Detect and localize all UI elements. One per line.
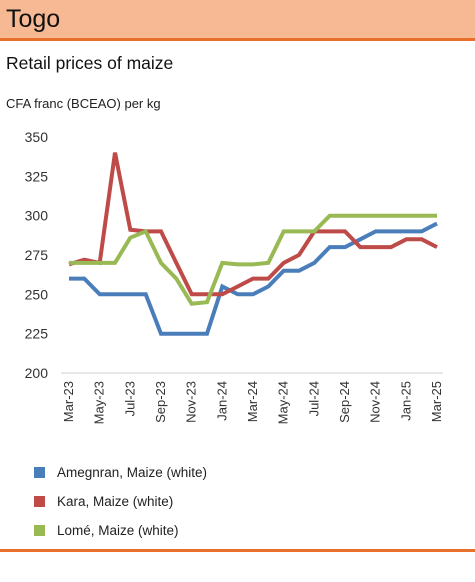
series-layer — [68, 152, 438, 336]
country-title: Togo — [6, 5, 61, 33]
series-line-1 — [68, 152, 438, 297]
x-tick-label: Nov-23 — [184, 381, 199, 423]
header-rule — [0, 38, 475, 41]
legend-swatch — [34, 467, 45, 478]
series-line-0 — [69, 221, 438, 336]
y-tick-label: 350 — [25, 129, 49, 145]
x-tick-label: Sep-24 — [337, 381, 352, 423]
x-tick-label: Sep-23 — [153, 381, 168, 423]
y-tick-label: 250 — [25, 286, 49, 302]
x-tick-label: Jul-24 — [306, 381, 321, 416]
x-tick-label: Mar-23 — [61, 381, 76, 422]
x-tick-label: Nov-24 — [368, 381, 383, 423]
footer-rule — [0, 549, 475, 552]
legend-item-kara: Kara, Maize (white) — [34, 487, 207, 516]
legend-item-lome: Lomé, Maize (white) — [34, 516, 207, 545]
x-tick-label: Mar-25 — [429, 381, 444, 422]
legend-label: Lomé, Maize (white) — [57, 523, 179, 538]
header-band — [0, 0, 475, 38]
x-tick-label: Jan-25 — [398, 381, 413, 421]
x-tick-label: Jul-23 — [122, 381, 137, 416]
legend-label: Kara, Maize (white) — [57, 494, 174, 509]
y-tick-label: 200 — [25, 365, 49, 381]
x-tick-label: Mar-24 — [245, 381, 260, 422]
series-line-2 — [69, 213, 437, 306]
x-tick-label: May-24 — [276, 381, 291, 424]
y-tick-label: 225 — [25, 326, 49, 342]
legend-swatch — [34, 525, 45, 536]
chart-title: Retail prices of maize — [6, 53, 174, 73]
y-tick-label: 275 — [25, 247, 49, 263]
y-tick-label: 300 — [25, 208, 49, 224]
y-tick-label: 325 — [25, 168, 49, 184]
x-axis-ticks: Mar-23 May-23 Jul-23 Sep-23 Nov-23 Jan-24 Mar-… — [61, 381, 444, 424]
x-tick-label: May-23 — [92, 381, 107, 424]
x-tick-label: Jan-24 — [214, 381, 229, 421]
legend-item-amegnran: Amegnran, Maize (white) — [34, 458, 207, 487]
y-axis-unit-label: CFA franc (BCEAO) per kg — [6, 96, 161, 111]
legend-label: Amegnran, Maize (white) — [57, 465, 208, 480]
legend: Amegnran, Maize (white) Kara, Maize (whi… — [34, 458, 207, 545]
y-axis-ticks: 200 225 250 275 300 325 350 — [25, 129, 49, 381]
legend-swatch — [34, 496, 45, 507]
